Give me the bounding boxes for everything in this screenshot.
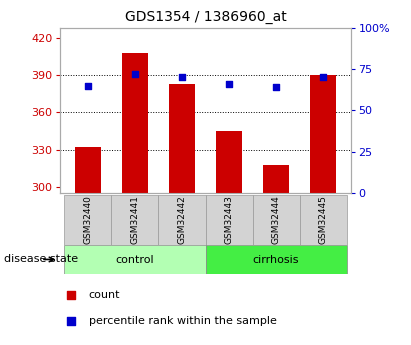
Point (273, 85, 279, 90)
Text: percentile rank within the sample: percentile rank within the sample (89, 316, 277, 326)
Bar (263, 165, 289, 193)
Text: GSM32440: GSM32440 (83, 196, 92, 244)
Point (320, 75, 326, 80)
Text: GSM32445: GSM32445 (319, 196, 328, 244)
Text: GSM32443: GSM32443 (224, 196, 233, 244)
Point (85, 83, 91, 88)
Bar (122, 52, 148, 193)
Text: cirrhosis: cirrhosis (253, 255, 299, 265)
Bar (310, 75, 336, 193)
Text: count: count (89, 290, 120, 300)
Bar (253, 195, 300, 245)
Bar (216, 131, 242, 193)
Point (226, 81, 232, 87)
Text: GSM32444: GSM32444 (272, 196, 281, 244)
Bar (111, 195, 158, 245)
Bar (64, 195, 111, 245)
Text: GSM32442: GSM32442 (178, 196, 187, 244)
Bar (158, 195, 206, 245)
Text: disease state: disease state (4, 255, 78, 264)
Point (132, 71, 138, 77)
Point (179, 75, 185, 80)
Bar (75, 147, 101, 193)
Title: GDS1354 / 1386960_at: GDS1354 / 1386960_at (125, 10, 286, 24)
Bar (300, 195, 347, 245)
Bar (206, 245, 347, 274)
Point (68, 292, 74, 298)
Bar (206, 195, 253, 245)
Text: control: control (115, 255, 154, 265)
Bar (64, 245, 206, 274)
Bar (169, 83, 195, 193)
Text: GSM32441: GSM32441 (130, 196, 139, 244)
Point (68, 318, 74, 324)
